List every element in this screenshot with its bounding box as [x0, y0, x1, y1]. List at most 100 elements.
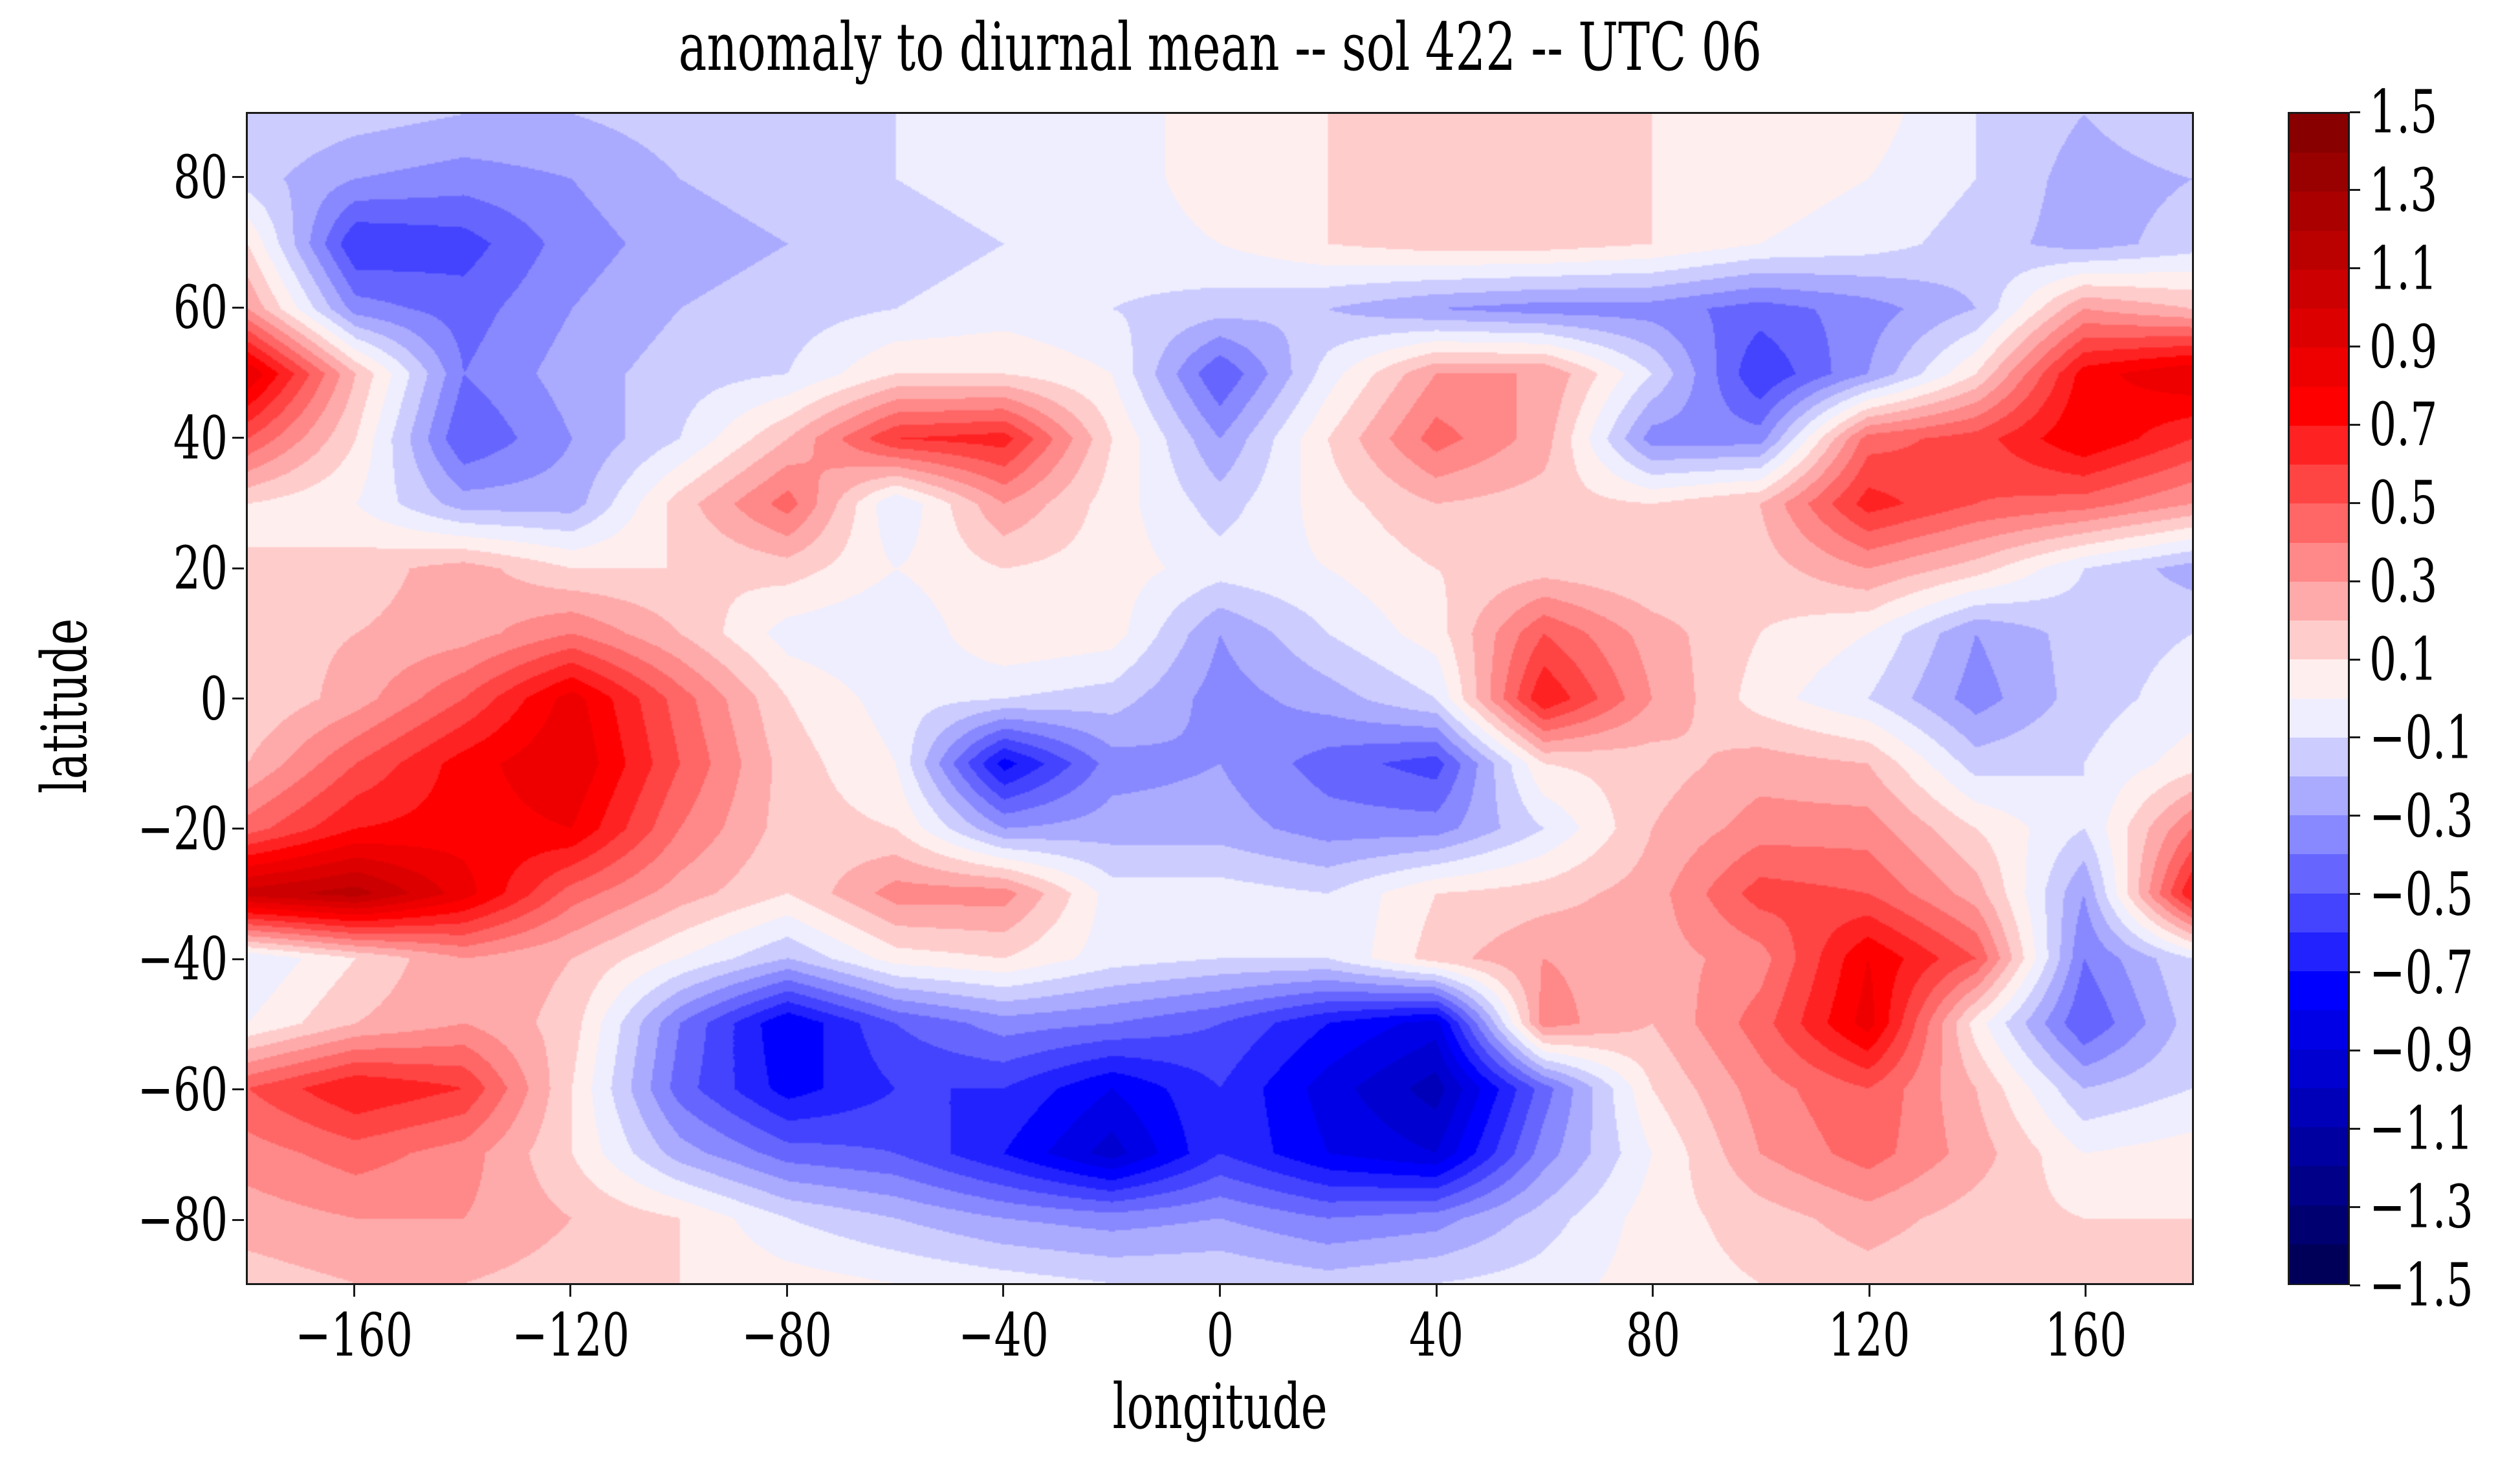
x-axis-tick-label: −80	[724, 1301, 849, 1370]
colorbar-tick-label-text: −0.3	[2369, 781, 2473, 851]
y-axis-tick-label-text: −80	[137, 1185, 228, 1255]
colorbar-band	[2290, 425, 2348, 465]
y-tick-mark	[232, 828, 244, 830]
y-axis-tick-label: 20	[152, 534, 228, 603]
x-axis-tick-label: 0	[1201, 1301, 1239, 1370]
colorbar-tick-label-text: −0.7	[2369, 938, 2473, 1007]
colorbar-tick-label: 0.5	[2369, 468, 2464, 538]
y-tick-mark	[232, 437, 244, 439]
colorbar-band	[2290, 309, 2348, 349]
colorbar-tick-mark	[2350, 893, 2360, 896]
colorbar-tick-label-text: 0.3	[2369, 546, 2438, 616]
y-axis-tick-label-text: −60	[137, 1055, 228, 1125]
colorbar-band	[2290, 192, 2348, 232]
colorbar-tick-label: 1.1	[2369, 234, 2464, 303]
colorbar-tick-mark	[2350, 815, 2360, 817]
y-tick-mark	[232, 176, 244, 179]
colorbar-tick-label: −0.1	[2369, 703, 2514, 772]
colorbar-tick-label: −1.5	[2369, 1251, 2514, 1320]
colorbar-band	[2290, 659, 2348, 699]
y-axis-tick-label: 80	[152, 142, 228, 212]
colorbar-band	[2290, 1166, 2348, 1206]
x-axis-tick-label: 120	[1812, 1301, 1926, 1370]
colorbar-band	[2290, 698, 2348, 738]
colorbar-band	[2290, 1244, 2348, 1284]
colorbar-tick-label-text: 0.7	[2369, 390, 2438, 459]
colorbar-tick-mark	[2350, 1205, 2360, 1208]
colorbar-band	[2290, 114, 2348, 154]
colorbar-band	[2290, 153, 2348, 193]
y-axis-label: latitude	[28, 618, 101, 794]
colorbar-band	[2290, 932, 2348, 973]
colorbar-band	[2290, 230, 2348, 270]
colorbar	[2288, 112, 2350, 1285]
colorbar-band	[2290, 386, 2348, 426]
colorbar-tick-label: 0.3	[2369, 547, 2464, 616]
colorbar-tick-label: −1.1	[2369, 1094, 2514, 1163]
x-axis-tick-label-text: −40	[958, 1301, 1049, 1370]
colorbar-tick-mark	[2350, 1284, 2360, 1286]
colorbar-band	[2290, 503, 2348, 544]
colorbar-tick-label-text: −0.9	[2369, 1015, 2473, 1085]
y-axis-tick-label: −60	[102, 1055, 228, 1124]
colorbar-tick-label-text: 1.1	[2369, 234, 2438, 303]
colorbar-tick-label-text: 1.3	[2369, 155, 2438, 225]
plot-title-text: anomaly to diurnal mean -- sol 422 -- UT…	[678, 9, 1762, 86]
y-tick-mark	[232, 1088, 244, 1091]
y-tick-mark	[232, 306, 244, 309]
colorbar-band	[2290, 581, 2348, 621]
plot-title: anomaly to diurnal mean -- sol 422 -- UT…	[246, 9, 2194, 86]
y-axis-tick-label: −40	[102, 925, 228, 994]
y-axis-tick-label-text: 0	[200, 664, 228, 733]
x-axis-tick-label: 80	[1615, 1301, 1691, 1370]
colorbar-tick-label: 0.1	[2369, 625, 2464, 694]
colorbar-tick-mark	[2350, 971, 2360, 974]
colorbar-tick-mark	[2350, 1049, 2360, 1051]
colorbar-band	[2290, 465, 2348, 505]
x-axis-tick-label-text: −160	[295, 1301, 413, 1370]
colorbar-tick-label-text: 0.5	[2369, 468, 2438, 538]
x-axis-tick-label-text: −120	[511, 1301, 630, 1370]
y-axis-tick-label: −80	[102, 1185, 228, 1255]
colorbar-band	[2290, 542, 2348, 582]
y-axis-tick-label-text: 40	[173, 403, 228, 473]
x-axis-tick-label-text: −80	[741, 1301, 833, 1370]
colorbar-band	[2290, 971, 2348, 1011]
x-tick-mark	[353, 1285, 355, 1297]
colorbar-tick-label: −0.3	[2369, 781, 2514, 850]
colorbar-tick-label: 1.5	[2369, 78, 2464, 147]
y-tick-mark	[232, 567, 244, 569]
x-axis-tick-label: 160	[2029, 1301, 2143, 1370]
colorbar-band	[2290, 621, 2348, 661]
colorbar-band	[2290, 737, 2348, 777]
y-axis-tick-label-text: −20	[137, 794, 228, 864]
colorbar-band	[2290, 1127, 2348, 1167]
colorbar-tick-mark	[2350, 736, 2360, 739]
colorbar-band	[2290, 269, 2348, 310]
colorbar-tick-label-text: −1.1	[2369, 1094, 2473, 1163]
colorbar-band	[2290, 347, 2348, 388]
x-axis-tick-label-text: 40	[1408, 1301, 1464, 1370]
colorbar-tick-label-text: 0.9	[2369, 312, 2438, 382]
colorbar-tick-label: −0.7	[2369, 938, 2514, 1007]
colorbar-tick-label-text: −1.3	[2369, 1172, 2473, 1242]
x-tick-mark	[785, 1285, 788, 1297]
y-axis-tick-label-text: 20	[173, 533, 228, 603]
colorbar-tick-mark	[2350, 501, 2360, 504]
colorbar-tick-mark	[2350, 111, 2360, 113]
colorbar-tick-mark	[2350, 1127, 2360, 1130]
y-axis-tick-label-text: 60	[173, 272, 228, 342]
y-axis-tick-label: 0	[190, 664, 228, 733]
colorbar-tick-label: 1.3	[2369, 155, 2464, 225]
colorbar-tick-mark	[2350, 580, 2360, 582]
colorbar-tick-label-text: −0.5	[2369, 859, 2473, 929]
plot-area	[246, 112, 2194, 1285]
x-tick-mark	[1652, 1285, 1654, 1297]
x-tick-mark	[1002, 1285, 1005, 1297]
x-tick-mark	[1435, 1285, 1438, 1297]
colorbar-tick-mark	[2350, 346, 2360, 348]
contour-field-canvas	[248, 114, 2192, 1283]
y-tick-mark	[232, 958, 244, 960]
colorbar-tick-label-text: −1.5	[2369, 1250, 2473, 1320]
